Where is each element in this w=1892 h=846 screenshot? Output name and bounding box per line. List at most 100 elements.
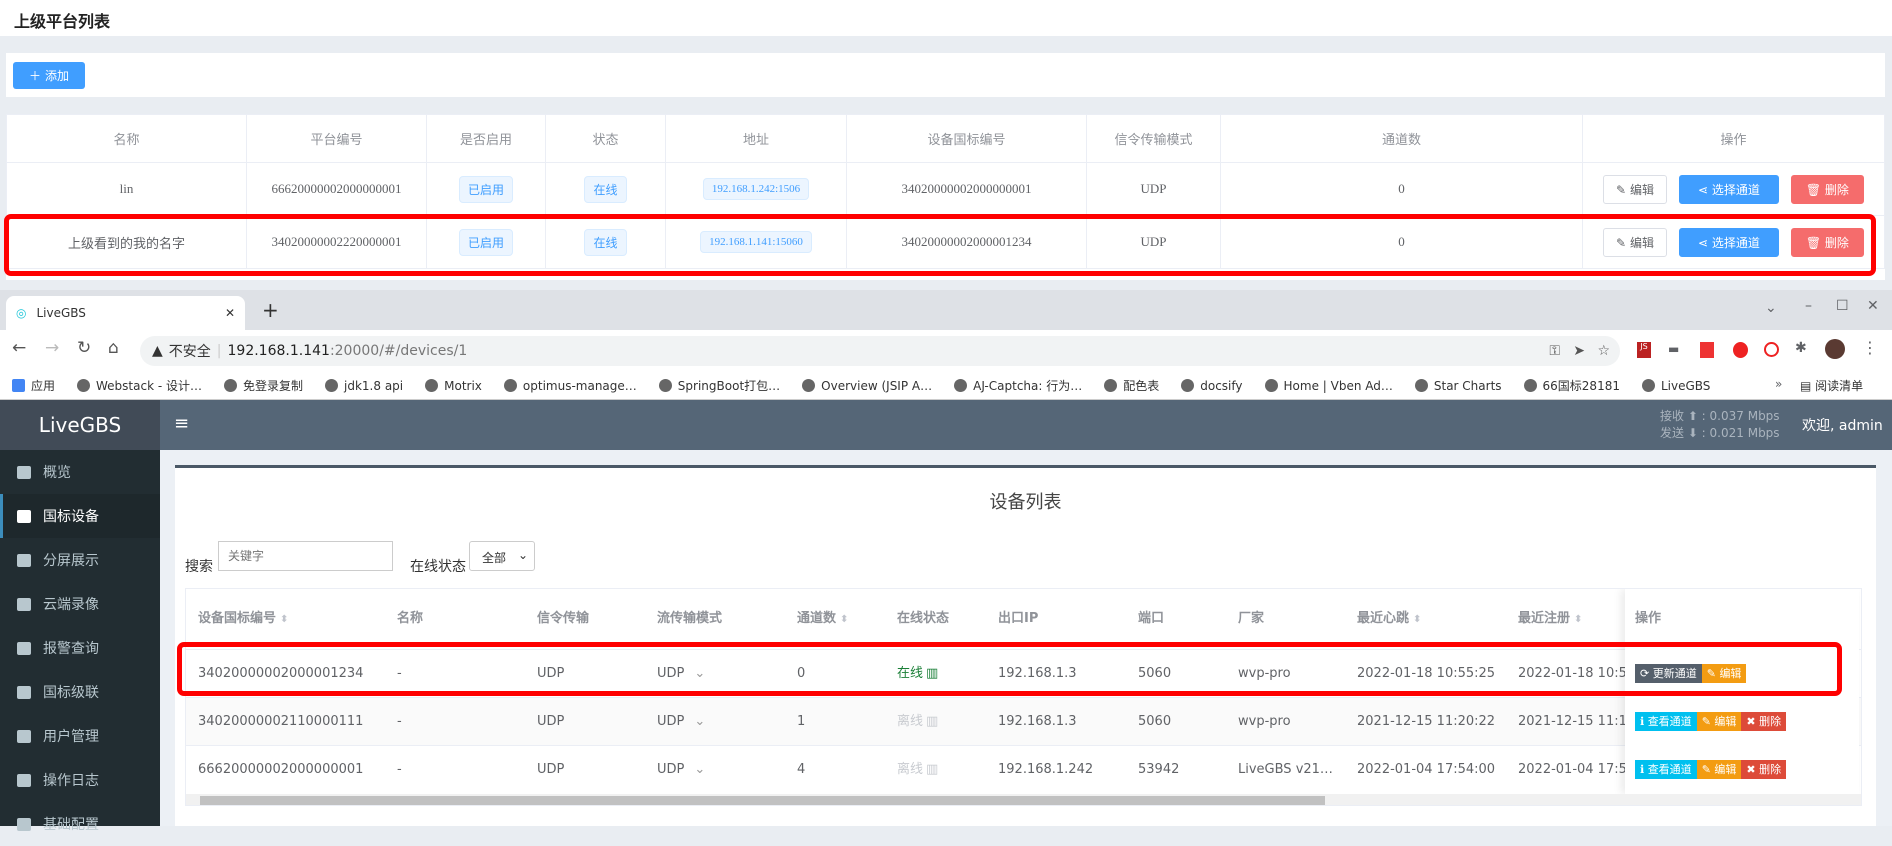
send-icon[interactable]: ➤ bbox=[1573, 343, 1585, 359]
column-header-label: 信令传输 bbox=[537, 611, 590, 626]
cell-stream[interactable]: UDP ⌄ bbox=[657, 650, 705, 698]
delete-button[interactable]: ✖ 删除 bbox=[1741, 712, 1787, 731]
url-input[interactable]: ▲ 不安全 | 192.168.1.141:20000/#/devices/1 … bbox=[140, 336, 1620, 366]
sort-icon[interactable]: ⬍ bbox=[1413, 614, 1422, 625]
extension-icon[interactable]: ▬ bbox=[1668, 342, 1680, 356]
add-button[interactable]: ＋ 添加 bbox=[13, 62, 85, 89]
view-button[interactable]: ℹ 查看通道 bbox=[1635, 760, 1697, 779]
tab-search-icon[interactable]: ⌄ bbox=[1765, 300, 1777, 316]
bookmark-item[interactable]: Home | Vben Ad… bbox=[1264, 379, 1393, 393]
sidebar-item[interactable]: 国标设备 bbox=[0, 494, 160, 538]
bar-chart-icon[interactable]: ▥ bbox=[926, 666, 939, 681]
sort-icon[interactable]: ⬍ bbox=[280, 614, 289, 625]
sidebar-item[interactable]: 用户管理 bbox=[0, 714, 160, 758]
select-channel-button[interactable]: ⋖ 选择通道 bbox=[1678, 174, 1779, 204]
bookmark-item[interactable]: 66国标28181 bbox=[1523, 377, 1620, 394]
new-tab-icon[interactable]: + bbox=[262, 298, 279, 322]
edit-button[interactable]: ✎ 编辑 bbox=[1696, 760, 1742, 779]
home-icon[interactable]: ⌂ bbox=[108, 338, 119, 358]
edit-button[interactable]: ✎ 编辑 bbox=[1603, 174, 1667, 204]
column-header: 平台编号 bbox=[246, 114, 427, 163]
edit-button[interactable]: ✎ 编辑 bbox=[1696, 712, 1742, 731]
bookmark-item[interactable]: Star Charts bbox=[1414, 379, 1502, 393]
bookmark-item[interactable]: LiveGBS bbox=[1641, 379, 1710, 393]
back-icon[interactable]: ← bbox=[12, 338, 27, 358]
bookmark-item[interactable]: jdk1.8 api bbox=[325, 379, 403, 393]
tab-bar: ◎ LiveGBS ✕ + ⌄ – ☐ ✕ bbox=[0, 290, 1892, 330]
column-header[interactable]: 设备国标编号 ⬍ bbox=[198, 589, 288, 649]
delete-button[interactable]: 🗑 删除 bbox=[1790, 227, 1864, 257]
cell-vendor: wvp-pro bbox=[1238, 698, 1291, 746]
sidebar-item[interactable]: 概览 bbox=[0, 450, 160, 494]
star-icon[interactable]: ☆ bbox=[1597, 343, 1610, 359]
sort-icon[interactable]: ⬍ bbox=[840, 614, 849, 625]
adblock-extension-icon[interactable] bbox=[1733, 342, 1748, 358]
delete-button[interactable]: ✖ 删除 bbox=[1741, 760, 1787, 779]
maximize-icon[interactable]: ☐ bbox=[1836, 298, 1849, 314]
forward-icon[interactable]: → bbox=[45, 338, 60, 358]
hamburger-icon[interactable]: ≡ bbox=[174, 413, 190, 434]
select-channel-button[interactable]: ⋖ 选择通道 bbox=[1678, 227, 1779, 257]
column-header[interactable]: 通道数 ⬍ bbox=[797, 589, 848, 649]
bookmark-item[interactable]: AJ-Captcha: 行为… bbox=[954, 377, 1082, 394]
edit-button[interactable]: ✎ 编辑 bbox=[1701, 664, 1747, 683]
bookmark-item[interactable]: SpringBoot打包… bbox=[658, 377, 780, 394]
bookmark-item[interactable]: 配色表 bbox=[1104, 377, 1159, 394]
channel-count: 0 bbox=[1220, 215, 1583, 269]
page-title: 上级平台列表 bbox=[14, 12, 111, 31]
bookmark-item[interactable]: Webstack - 设计… bbox=[77, 377, 202, 394]
bookmark-icon bbox=[425, 379, 439, 392]
column-header[interactable]: 最近注册 ⬍ bbox=[1518, 589, 1582, 649]
scrollbar-thumb[interactable] bbox=[200, 796, 1325, 805]
sidebar-icon bbox=[17, 641, 31, 655]
sidebar-item[interactable]: 报警查询 bbox=[0, 626, 160, 670]
fe-extension-icon[interactable] bbox=[1700, 342, 1714, 358]
sidebar-icon bbox=[17, 509, 31, 523]
bookmark-item[interactable]: optimus-manage… bbox=[503, 379, 637, 393]
delete-button[interactable]: 🗑 删除 bbox=[1790, 174, 1864, 204]
menu-icon[interactable]: ⋮ bbox=[1862, 338, 1878, 357]
close-tab-icon[interactable]: ✕ bbox=[224, 306, 235, 320]
user-menu[interactable]: 欢迎, admin bbox=[1802, 418, 1883, 434]
cell-sig: UDP bbox=[537, 650, 564, 698]
bookmark-item[interactable]: 应用 bbox=[12, 377, 55, 394]
horizontal-scrollbar[interactable] bbox=[186, 794, 1861, 805]
bookmark-item[interactable]: docsify bbox=[1181, 379, 1243, 393]
trash-icon: 🗑 bbox=[1805, 182, 1822, 197]
puzzle-icon[interactable]: ✱ bbox=[1795, 340, 1807, 356]
cell-stream[interactable]: UDP ⌄ bbox=[657, 698, 705, 746]
key-icon[interactable]: ⚿ bbox=[1549, 343, 1560, 359]
sidebar-item[interactable]: 基础配置 bbox=[0, 802, 160, 846]
minimize-icon[interactable]: – bbox=[1805, 298, 1812, 314]
sidebar-item[interactable]: 云端录像 bbox=[0, 582, 160, 626]
bar-chart-icon[interactable]: ▥ bbox=[926, 714, 939, 729]
cell-stream[interactable]: UDP ⌄ bbox=[657, 746, 705, 794]
close-window-icon[interactable]: ✕ bbox=[1867, 298, 1879, 314]
sidebar-item[interactable]: 分屏展示 bbox=[0, 538, 160, 582]
search-input[interactable] bbox=[218, 541, 393, 571]
block-extension-icon[interactable] bbox=[1764, 342, 1779, 357]
profile-avatar[interactable] bbox=[1825, 339, 1845, 359]
bookmark-item[interactable]: 免登录复制 bbox=[224, 377, 303, 394]
app-logo[interactable]: LiveGBS bbox=[0, 400, 160, 450]
bookmarks-more[interactable]: » bbox=[1775, 377, 1783, 391]
bar-chart-icon[interactable]: ▥ bbox=[926, 762, 939, 777]
sidebar-item[interactable]: 操作日志 bbox=[0, 758, 160, 802]
bookmark-item[interactable]: Motrix bbox=[425, 379, 482, 393]
sort-icon[interactable]: ⬍ bbox=[1574, 614, 1583, 625]
reading-list[interactable]: ▤ 阅读清单 bbox=[1800, 379, 1864, 393]
bookmark-icon bbox=[224, 379, 237, 392]
view-button[interactable]: ℹ 查看通道 bbox=[1635, 712, 1697, 731]
edit-button[interactable]: ✎ 编辑 bbox=[1603, 227, 1667, 257]
browser-tab[interactable]: ◎ LiveGBS ✕ bbox=[6, 296, 245, 330]
js-extension-icon[interactable]: JS bbox=[1637, 342, 1651, 358]
sidebar-item[interactable]: 国标级联 bbox=[0, 670, 160, 714]
sidebar-label: 概览 bbox=[43, 465, 71, 481]
reload-icon[interactable]: ↻ bbox=[77, 338, 92, 358]
refresh-button[interactable]: ⟳ 更新通道 bbox=[1635, 664, 1702, 683]
bookmark-item[interactable]: Overview (JSIP A… bbox=[802, 379, 932, 393]
status-select[interactable]: 全部 ⌄ bbox=[469, 541, 535, 571]
sidebar-icon bbox=[17, 685, 31, 699]
column-header[interactable]: 最近心跳 ⬍ bbox=[1357, 589, 1421, 649]
column-header: 信令传输 bbox=[537, 589, 589, 649]
